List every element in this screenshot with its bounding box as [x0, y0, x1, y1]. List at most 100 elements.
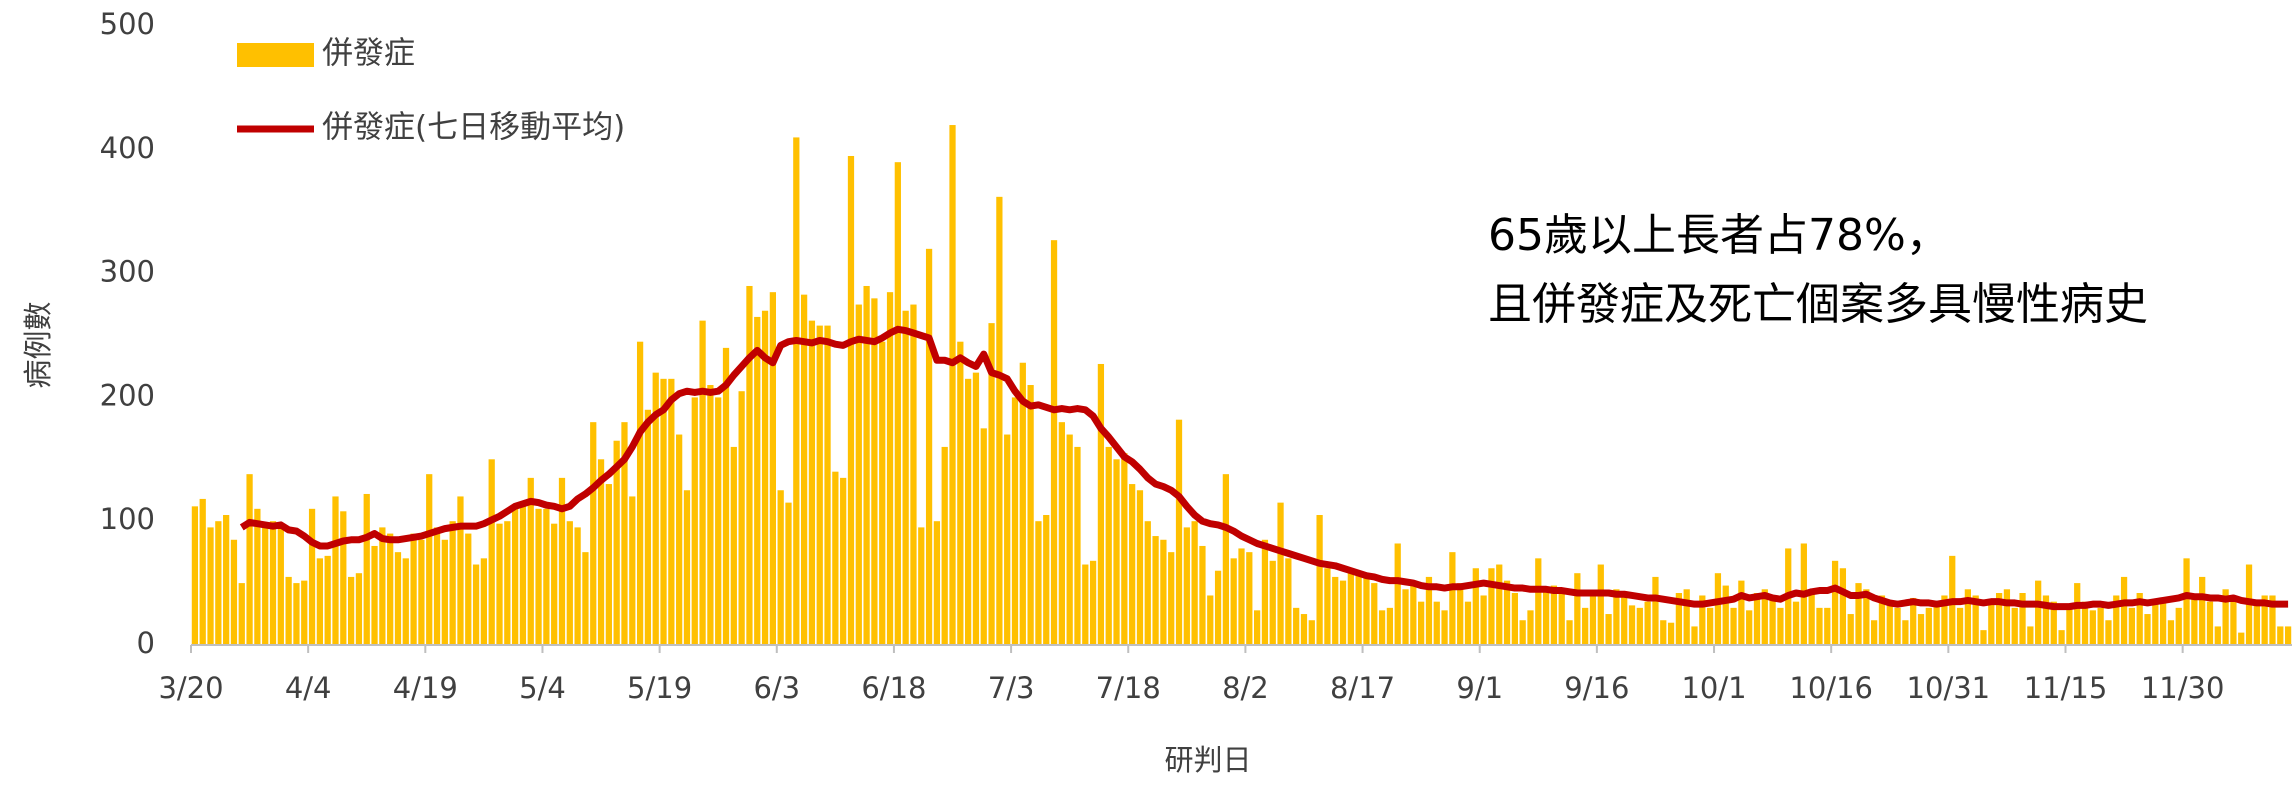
- bar: [1730, 607, 1737, 645]
- x-tick-label: 8/17: [1330, 671, 1395, 705]
- bar: [1519, 620, 1526, 645]
- bar: [902, 310, 909, 645]
- bar: [496, 523, 503, 645]
- bar: [1925, 607, 1932, 645]
- bar: [1418, 601, 1425, 645]
- bar: [1933, 605, 1940, 645]
- bar: [1808, 593, 1815, 645]
- bar: [1136, 490, 1144, 645]
- bar: [426, 474, 433, 645]
- bar: [1464, 601, 1472, 645]
- bar: [918, 527, 925, 645]
- bar: [863, 285, 870, 645]
- bar: [1675, 593, 1683, 645]
- bar: [1503, 580, 1511, 645]
- bar: [1339, 580, 1347, 645]
- bar: [1316, 515, 1323, 645]
- bar: [512, 508, 519, 645]
- bar: [1761, 589, 1768, 645]
- y-tick-label: 500: [100, 7, 155, 41]
- bar: [2136, 593, 2143, 645]
- bar: [1199, 545, 1206, 645]
- bar: [894, 162, 901, 645]
- bar: [1660, 620, 1667, 645]
- bar: [676, 434, 683, 645]
- bar: [1410, 583, 1417, 645]
- bar: [1824, 607, 1831, 645]
- bar: [925, 248, 933, 645]
- bar: [2222, 589, 2229, 645]
- bar: [886, 292, 894, 645]
- bar: [2183, 558, 2190, 645]
- bar: [1043, 515, 1050, 645]
- bar: [332, 496, 339, 645]
- bar: [2175, 607, 2182, 645]
- y-tick-label: 200: [100, 378, 155, 412]
- bar: [1121, 453, 1128, 645]
- moving-average-line: [239, 325, 2289, 611]
- bar: [2277, 626, 2284, 645]
- bar: [2081, 601, 2089, 645]
- bar: [605, 484, 612, 645]
- bar: [1855, 583, 1862, 645]
- bar: [285, 576, 292, 645]
- bar: [465, 533, 472, 645]
- bar: [2050, 601, 2057, 645]
- bar: [1207, 595, 1214, 645]
- bar: [2113, 595, 2120, 645]
- bar: [730, 446, 737, 645]
- bar: [1722, 585, 1729, 645]
- bar: [472, 564, 480, 645]
- bar: [1246, 552, 1253, 645]
- bar: [582, 552, 589, 645]
- x-tick-label: 6/3: [753, 671, 800, 705]
- bar: [1652, 576, 1659, 645]
- bar: [301, 580, 308, 645]
- bar: [1168, 552, 1175, 645]
- bar: [816, 325, 823, 645]
- annotation: 且併發症及死亡個案多具慢性病史: [1488, 279, 2148, 330]
- bar: [910, 304, 917, 645]
- bar: [871, 298, 878, 645]
- bar: [2160, 597, 2167, 645]
- x-tick-label: 7/3: [988, 671, 1035, 705]
- bar: [1027, 385, 1034, 645]
- bar: [832, 471, 839, 645]
- bar: [199, 498, 206, 645]
- bar: [691, 397, 698, 645]
- bar: [1371, 583, 1378, 645]
- x-tick-label: 10/16: [1789, 671, 1873, 705]
- bar: [316, 558, 323, 645]
- bar: [1378, 610, 1386, 645]
- bar: [980, 428, 987, 645]
- bar: [355, 573, 363, 645]
- bar: [785, 502, 792, 645]
- bar: [566, 521, 573, 645]
- x-tick-label: 4/4: [285, 671, 332, 705]
- bar: [418, 539, 425, 645]
- bar: [1129, 484, 1136, 645]
- bar: [308, 508, 316, 645]
- bar: [855, 304, 862, 645]
- bar: [1222, 474, 1230, 645]
- bar: [707, 385, 714, 645]
- bar: [1753, 593, 1761, 645]
- bar: [2027, 626, 2034, 645]
- bar: [1285, 558, 1292, 645]
- bar: [293, 583, 300, 645]
- bar: [2120, 576, 2128, 645]
- bar: [668, 378, 675, 645]
- bar: [629, 496, 636, 645]
- bar: [941, 446, 948, 645]
- bar: [1839, 568, 1847, 645]
- bar: [1066, 434, 1073, 645]
- y-tick-label: 100: [100, 502, 155, 536]
- x-tick-label: 10/31: [1907, 671, 1991, 705]
- bar: [1253, 610, 1261, 645]
- bar: [1152, 536, 1159, 645]
- y-tick-label: 400: [100, 131, 155, 165]
- bar: [410, 533, 417, 645]
- bar: [1175, 419, 1183, 645]
- bar: [340, 511, 347, 645]
